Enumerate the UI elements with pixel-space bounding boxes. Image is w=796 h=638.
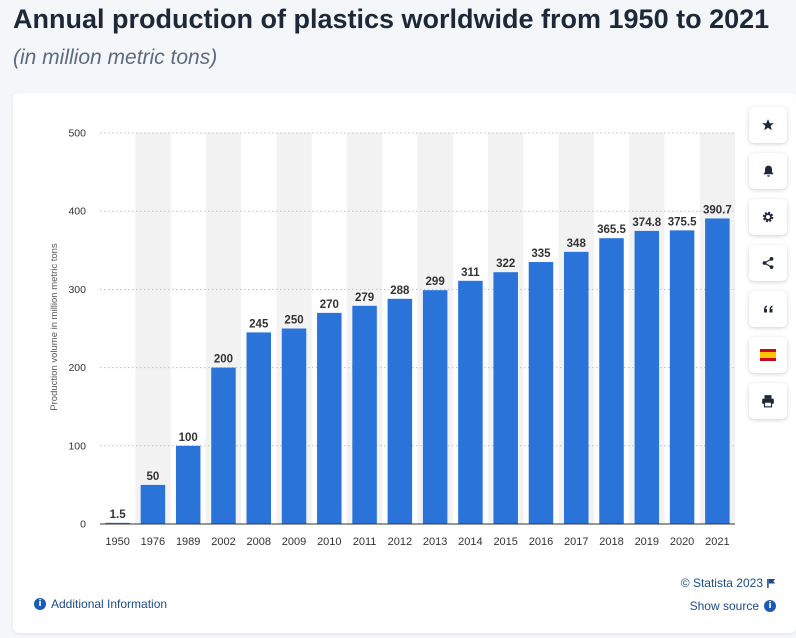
bar-value-labels: 1.5 50 100 200 245 250 270 279 288 299 311 322 335 34… [110, 204, 732, 520]
x-tick-label: 2009 [282, 536, 306, 548]
spain-flag-icon [760, 349, 776, 361]
bar-value-label: 100 [179, 432, 198, 444]
favorite-button[interactable] [749, 107, 787, 143]
share-button[interactable] [749, 245, 787, 281]
additional-information-label: Additional Information [51, 597, 168, 611]
page-title: Annual production of plastics worldwide … [13, 4, 770, 34]
x-tick-label: 2018 [599, 536, 623, 548]
x-tick-label: 2012 [388, 536, 412, 548]
additional-information-link[interactable]: i Additional Information [34, 597, 167, 611]
x-tick-label: 2019 [635, 536, 659, 548]
bar[interactable] [317, 312, 342, 524]
bar[interactable] [105, 522, 130, 524]
print-button[interactable] [749, 383, 787, 419]
gear-icon [762, 211, 774, 223]
info-icon: i [764, 600, 776, 612]
x-tick-label: 1976 [141, 536, 165, 548]
bar-value-label: 288 [390, 285, 410, 297]
bar[interactable] [387, 298, 413, 524]
y-tick-label: 200 [68, 362, 86, 374]
bars [105, 218, 730, 525]
gridlines [100, 132, 735, 447]
bell-icon [763, 165, 773, 177]
bar[interactable] [669, 230, 695, 524]
copyright-notice: © Statista 2023 [681, 576, 776, 590]
quote-icon [763, 305, 772, 313]
y-tick-label: 100 [68, 440, 86, 452]
bar-value-label: 1.5 [110, 509, 127, 521]
x-tick-label: 2014 [458, 536, 482, 548]
bar-value-label: 390.7 [703, 204, 732, 216]
x-tick-label: 2020 [670, 536, 694, 548]
x-tick-label: 2011 [353, 536, 377, 548]
bar-value-label: 374.8 [632, 217, 661, 229]
bar[interactable] [634, 230, 660, 524]
bar[interactable] [528, 262, 554, 524]
x-tick-label: 2013 [423, 536, 447, 548]
x-axis-ticks: 1950 1976 1989 2002 2008 2009 2010 2011 2012 2013… [105, 536, 729, 548]
y-axis-label: Production volume in million metric tons [49, 243, 60, 411]
x-tick-label: 2017 [564, 536, 588, 548]
bar[interactable] [281, 328, 307, 525]
show-source-label: Show source [689, 599, 759, 613]
language-button[interactable] [749, 337, 787, 373]
bar[interactable] [493, 272, 518, 524]
x-tick-label: 2010 [317, 536, 341, 548]
y-axis-ticks: 0 100 200 300 400 500 [68, 128, 86, 531]
bar[interactable] [246, 332, 272, 524]
share-icon [762, 257, 774, 269]
bar-value-label: 299 [426, 276, 445, 288]
show-source-link[interactable]: Show source i [690, 599, 776, 613]
bar-value-label: 270 [320, 299, 339, 311]
print-icon [762, 395, 774, 408]
x-tick-label: 2008 [247, 536, 271, 548]
x-tick-label: 2021 [705, 536, 729, 548]
x-tick-label: 1989 [176, 536, 200, 548]
bar-value-label: 365.5 [597, 224, 626, 236]
bar[interactable] [458, 280, 483, 524]
bar-value-label: 375.5 [668, 216, 697, 228]
bar-value-label: 245 [249, 318, 269, 330]
y-tick-label: 500 [68, 128, 86, 140]
bar-value-label: 200 [214, 354, 233, 366]
y-tick-label: 400 [68, 206, 86, 218]
flag-icon [767, 578, 776, 588]
bar[interactable] [140, 484, 166, 524]
info-icon: i [34, 598, 46, 610]
cite-button[interactable] [749, 291, 787, 327]
bar[interactable] [564, 251, 589, 524]
x-tick-label: 2016 [529, 536, 553, 548]
bar[interactable] [599, 238, 624, 524]
notification-button[interactable] [749, 153, 787, 189]
page-subtitle: (in million metric tons) [13, 46, 218, 69]
bar[interactable] [422, 290, 448, 524]
settings-button[interactable] [749, 199, 787, 235]
y-tick-label: 300 [68, 284, 86, 296]
x-tick-label: 2015 [493, 536, 517, 548]
bar-value-label: 348 [567, 238, 587, 250]
bar[interactable] [211, 367, 236, 524]
x-tick-label: 2002 [211, 536, 235, 548]
column-stripe [135, 133, 171, 524]
bar-value-label: 279 [355, 292, 374, 304]
bar[interactable] [175, 445, 201, 524]
copyright-text: © Statista 2023 [680, 576, 763, 590]
bar-value-label: 250 [284, 315, 303, 327]
x-tick-label: 1950 [105, 536, 129, 548]
bar[interactable] [705, 218, 730, 524]
star-icon [762, 119, 774, 131]
bar-value-label: 335 [531, 248, 551, 260]
bar-value-label: 50 [147, 471, 160, 483]
y-tick-label: 0 [80, 519, 86, 531]
bar-value-label: 322 [496, 258, 515, 270]
bar[interactable] [352, 305, 377, 524]
bar-value-label: 311 [461, 267, 480, 279]
